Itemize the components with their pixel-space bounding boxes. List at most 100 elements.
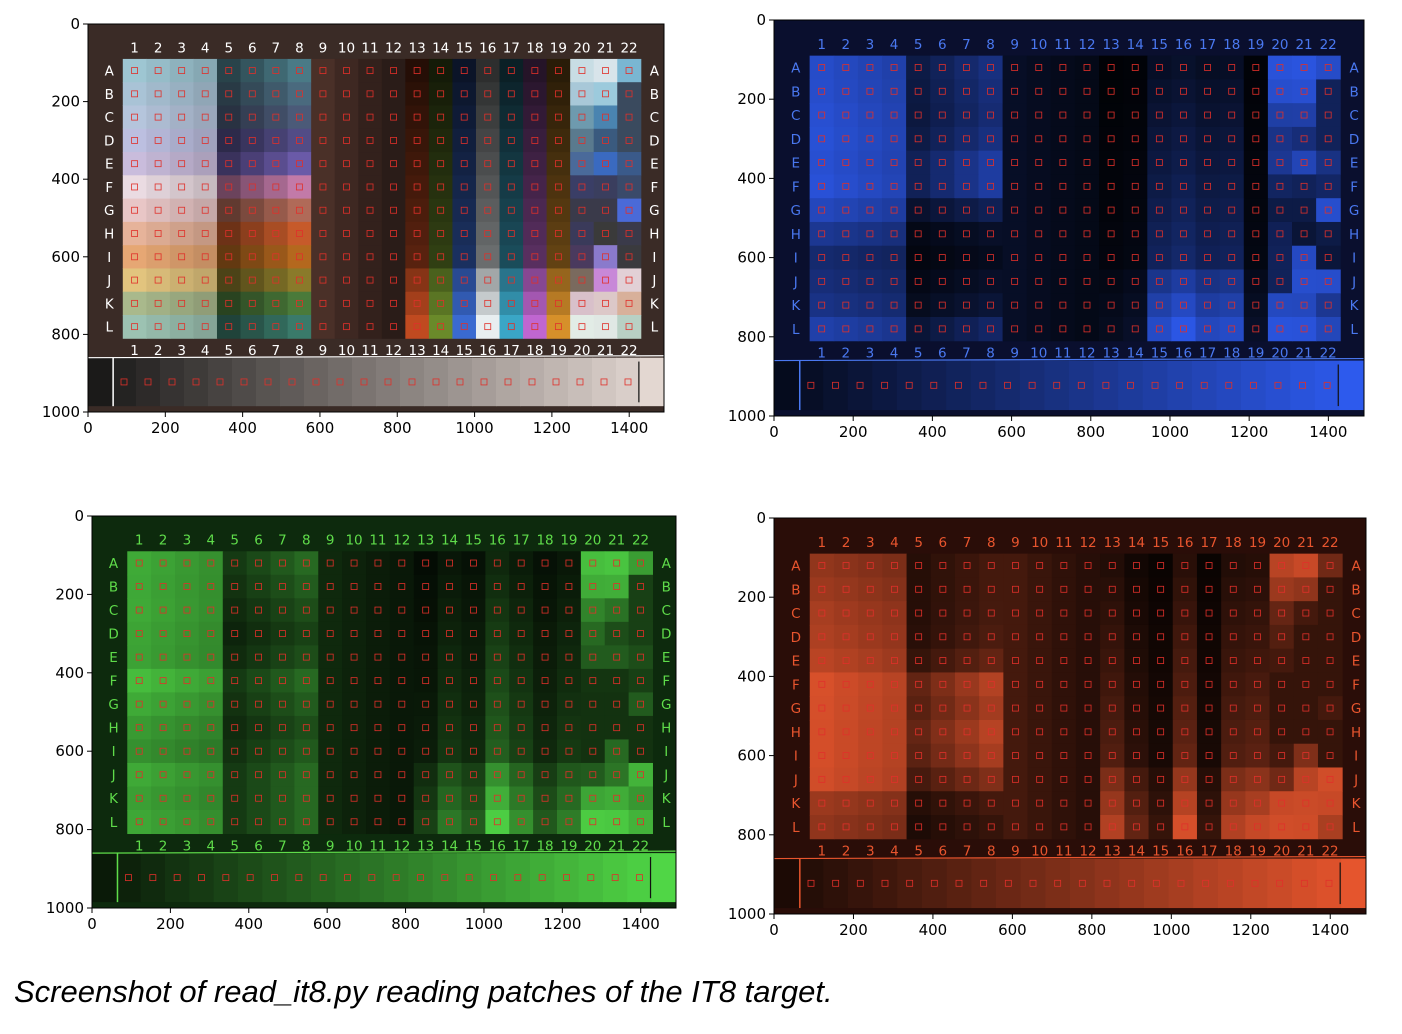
patch-marker bbox=[891, 680, 898, 688]
patch bbox=[127, 645, 152, 670]
patch-marker bbox=[637, 818, 644, 826]
patch-marker bbox=[272, 183, 280, 191]
patch bbox=[617, 291, 642, 316]
patch-marker bbox=[460, 67, 468, 74]
patch-marker bbox=[563, 874, 570, 882]
patch-marker bbox=[1324, 87, 1332, 95]
patch-marker bbox=[818, 64, 826, 71]
patch bbox=[1051, 696, 1077, 721]
patch bbox=[151, 551, 176, 576]
patch-marker bbox=[198, 874, 205, 882]
patch-marker bbox=[1254, 752, 1261, 760]
patch bbox=[954, 648, 980, 673]
patch bbox=[1003, 624, 1029, 650]
patch-marker bbox=[578, 90, 586, 98]
patch bbox=[881, 103, 907, 128]
patch bbox=[287, 315, 312, 339]
patch-marker bbox=[374, 724, 382, 732]
patch-marker bbox=[1157, 609, 1165, 617]
patch bbox=[318, 645, 343, 670]
patch-marker bbox=[1128, 879, 1136, 887]
patch-marker bbox=[1011, 182, 1019, 190]
patch-marker bbox=[914, 254, 922, 262]
column-label: 18 bbox=[1223, 37, 1240, 53]
patch bbox=[833, 601, 859, 626]
patch-marker bbox=[1077, 381, 1085, 389]
patch-marker bbox=[963, 799, 971, 807]
patch bbox=[1293, 553, 1319, 578]
patch bbox=[1219, 245, 1245, 270]
patch bbox=[428, 198, 453, 223]
patch-marker bbox=[578, 323, 586, 331]
patch-marker bbox=[613, 653, 621, 661]
patch-marker bbox=[1181, 799, 1189, 807]
patch-marker bbox=[1229, 680, 1237, 688]
row-label: I bbox=[1352, 251, 1356, 267]
patch bbox=[833, 221, 859, 247]
patch-marker bbox=[987, 633, 995, 641]
figure-caption: Screenshot of read_it8.py reading patche… bbox=[14, 974, 833, 1009]
patch bbox=[342, 715, 367, 740]
patch-marker bbox=[460, 299, 468, 307]
patch bbox=[264, 82, 289, 106]
patch bbox=[1195, 198, 1221, 223]
patch-marker bbox=[866, 230, 874, 238]
patch bbox=[954, 624, 980, 650]
patch bbox=[954, 317, 979, 342]
patch-marker bbox=[279, 630, 286, 637]
patch-marker bbox=[366, 253, 374, 261]
patch-marker bbox=[178, 323, 186, 331]
column-label: 18 bbox=[1223, 346, 1240, 362]
patch bbox=[1219, 150, 1245, 175]
patch-marker bbox=[915, 728, 923, 736]
patch bbox=[358, 105, 383, 130]
y-tick-label: 600 bbox=[737, 747, 766, 765]
patch bbox=[193, 128, 218, 153]
patch bbox=[617, 198, 642, 223]
patch bbox=[366, 786, 391, 811]
patch bbox=[533, 692, 558, 717]
patch bbox=[452, 198, 477, 223]
patch-marker bbox=[578, 113, 586, 121]
patch bbox=[240, 152, 265, 176]
patch bbox=[122, 152, 147, 176]
patch-marker bbox=[979, 381, 987, 389]
patch bbox=[1074, 221, 1100, 247]
patch-marker bbox=[1011, 254, 1019, 262]
patch-marker bbox=[183, 794, 191, 802]
patch-marker bbox=[1157, 775, 1165, 783]
patch-marker bbox=[1035, 277, 1043, 285]
patch-marker bbox=[578, 206, 586, 214]
patch-marker bbox=[1036, 609, 1044, 617]
patch-marker bbox=[1324, 301, 1332, 309]
patch-marker bbox=[1229, 633, 1237, 641]
patch bbox=[1124, 577, 1150, 602]
patch bbox=[499, 105, 524, 130]
patch bbox=[523, 105, 548, 130]
patch bbox=[358, 268, 383, 293]
column-label: 8 bbox=[986, 346, 995, 362]
patch-marker bbox=[963, 301, 970, 309]
patch-marker bbox=[963, 728, 971, 736]
patch-marker bbox=[914, 182, 922, 190]
patch-marker bbox=[625, 160, 633, 168]
patch-marker bbox=[398, 724, 406, 732]
patch bbox=[593, 245, 618, 269]
patch-marker bbox=[366, 113, 374, 121]
patch-marker bbox=[343, 206, 350, 214]
patch-marker bbox=[1276, 182, 1284, 190]
patch-marker bbox=[255, 771, 262, 779]
column-label: 20 bbox=[1273, 844, 1290, 860]
patch bbox=[533, 786, 558, 811]
patch bbox=[1171, 126, 1197, 152]
patch-marker bbox=[554, 160, 562, 168]
row-label: J bbox=[793, 772, 798, 788]
column-label: 7 bbox=[963, 844, 972, 860]
patch-marker bbox=[302, 606, 310, 614]
patch-marker bbox=[541, 653, 549, 661]
patch bbox=[216, 152, 242, 176]
patch-marker bbox=[248, 206, 256, 214]
column-label: 19 bbox=[560, 533, 577, 549]
x-tick-label: 0 bbox=[769, 423, 779, 441]
patch bbox=[1219, 293, 1245, 318]
